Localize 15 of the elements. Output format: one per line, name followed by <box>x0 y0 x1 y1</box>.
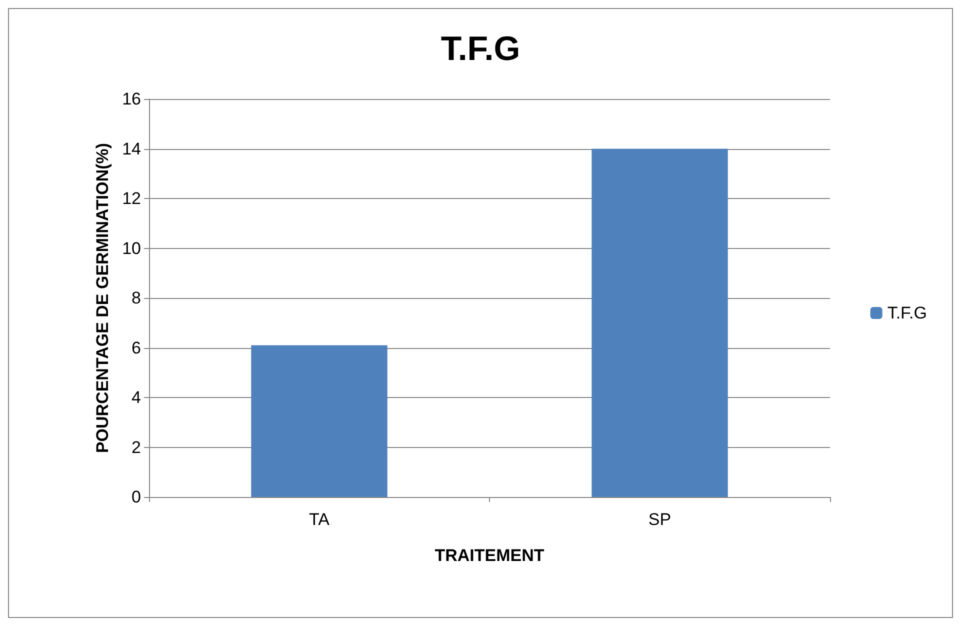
chart-title: T.F.G <box>440 30 520 68</box>
y-tick-label: 0 <box>132 488 141 506</box>
y-tick-label: 14 <box>122 139 141 158</box>
x-axis-title: TRAITEMENT <box>434 546 545 565</box>
x-tick-label: TA <box>309 510 330 529</box>
legend-label: T.F.G <box>887 304 928 322</box>
y-tick-label: 2 <box>132 438 141 457</box>
y-tick-label: 16 <box>122 90 141 108</box>
y-tick-label: 4 <box>132 388 141 407</box>
y-tick-label: 8 <box>132 288 141 308</box>
x-tick-label: SP <box>648 510 672 529</box>
y-tick-label: 6 <box>132 338 141 358</box>
y-tick-label: 12 <box>122 189 141 208</box>
y-tick-label: 10 <box>122 238 141 258</box>
y-axis-title: POURCENTAGE DE GERMINATION(%) <box>93 142 112 454</box>
